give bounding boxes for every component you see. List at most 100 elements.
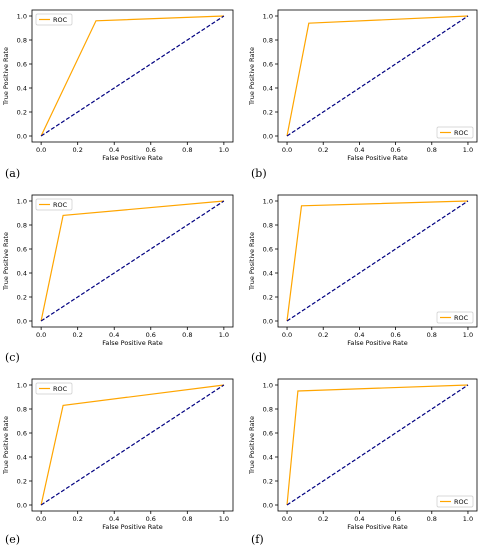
y-tick-label-e-2: 0.4 bbox=[17, 453, 27, 461]
x-tick-label-d-5: 1.0 bbox=[463, 331, 473, 339]
x-tick-label-c-4: 0.8 bbox=[182, 331, 192, 339]
legend-box-a bbox=[35, 13, 73, 26]
x-tick-label-c-2: 0.4 bbox=[109, 331, 119, 339]
y-axis-label-f: True Positive Rate bbox=[248, 416, 256, 475]
roc-chart-e: 0.0 0.2 0.4 0.6 0.8 1.0 0.0 0.2 0.4 0.6 0.8 1.0 Fals… bbox=[2, 378, 234, 531]
y-tick-label-d-4: 0.8 bbox=[263, 221, 273, 229]
y-tick-label-b-0: 0.0 bbox=[263, 132, 273, 140]
y-tick-label-a-2: 0.4 bbox=[17, 84, 27, 92]
x-tick-label-b-3: 0.6 bbox=[390, 146, 400, 154]
x-tick-label-c-1: 0.2 bbox=[73, 331, 83, 339]
x-tick-label-f-2: 0.4 bbox=[354, 515, 364, 523]
roc-curve-d bbox=[286, 200, 469, 322]
chance-diagonal-b bbox=[286, 15, 469, 137]
y-tick-label-e-0: 0.0 bbox=[17, 501, 27, 509]
y-tick-label-e-4: 0.8 bbox=[17, 405, 27, 413]
roc-curve-a bbox=[40, 15, 224, 137]
y-tick-label-c-1: 0.2 bbox=[17, 293, 27, 301]
x-tick-label-e-1: 0.2 bbox=[73, 515, 83, 523]
x-tick-label-c-5: 1.0 bbox=[219, 331, 229, 339]
y-tick-label-e-1: 0.2 bbox=[17, 477, 27, 485]
x-tick-label-a-4: 0.8 bbox=[182, 146, 192, 154]
roc-chart-d: 0.0 0.2 0.4 0.6 0.8 1.0 0.0 0.2 0.4 0.6 0.8 1.0 Fals… bbox=[248, 194, 478, 347]
y-tick-label-b-1: 0.2 bbox=[263, 108, 273, 116]
chance-diagonal-e bbox=[40, 384, 225, 506]
y-tick-label-c-4: 0.8 bbox=[17, 221, 27, 229]
y-tick-label-c-0: 0.0 bbox=[17, 317, 27, 325]
caption-e: (e) bbox=[5, 533, 21, 546]
x-tick-label-e-2: 0.4 bbox=[109, 515, 119, 523]
x-tick-label-e-4: 0.8 bbox=[182, 515, 192, 523]
y-axis-label-c: True Positive Rate bbox=[2, 232, 10, 291]
x-tick-label-e-0: 0.0 bbox=[36, 515, 46, 523]
legend-label-f: ROC bbox=[454, 498, 469, 506]
chance-diagonal-a bbox=[40, 15, 225, 137]
roc-chart-a: 0.0 0.2 0.4 0.6 0.8 1.0 0.0 0.2 0.4 0.6 0.8 1.0 Fals… bbox=[2, 9, 234, 162]
y-tick-label-b-4: 0.8 bbox=[263, 36, 273, 44]
y-tick-label-a-3: 0.6 bbox=[17, 60, 27, 68]
roc-chart-f: 0.0 0.2 0.4 0.6 0.8 1.0 0.0 0.2 0.4 0.6 0.8 1.0 Fals… bbox=[248, 378, 478, 531]
legend-box-d bbox=[436, 311, 474, 324]
legend-box-e bbox=[35, 382, 73, 395]
y-tick-label-b-2: 0.4 bbox=[263, 84, 273, 92]
x-tick-label-a-2: 0.4 bbox=[109, 146, 119, 154]
y-tick-label-c-3: 0.6 bbox=[17, 245, 27, 253]
roc-chart-c: 0.0 0.2 0.4 0.6 0.8 1.0 0.0 0.2 0.4 0.6 0.8 1.0 Fals… bbox=[2, 194, 234, 347]
x-axis-label-b: False Positive Rate bbox=[347, 154, 407, 162]
y-tick-label-f-4: 0.8 bbox=[263, 405, 273, 413]
x-tick-label-a-1: 0.2 bbox=[73, 146, 83, 154]
y-tick-label-f-2: 0.4 bbox=[263, 453, 273, 461]
x-tick-label-f-1: 0.2 bbox=[318, 515, 328, 523]
legend-box-f bbox=[436, 495, 474, 508]
y-tick-label-b-5: 1.0 bbox=[263, 12, 273, 20]
plot-frame-e bbox=[31, 378, 234, 512]
plot-frame-c bbox=[31, 194, 234, 328]
x-tick-label-b-1: 0.2 bbox=[318, 146, 328, 154]
legend-label-b: ROC bbox=[454, 129, 469, 137]
x-tick-label-f-5: 1.0 bbox=[463, 515, 473, 523]
plot-frame-d bbox=[277, 194, 478, 328]
x-tick-label-a-5: 1.0 bbox=[219, 146, 229, 154]
y-tick-label-e-5: 1.0 bbox=[17, 381, 27, 389]
y-tick-label-b-3: 0.6 bbox=[263, 60, 273, 68]
y-tick-label-f-3: 0.6 bbox=[263, 429, 273, 437]
chance-diagonal-f bbox=[286, 384, 469, 506]
plot-frame-f bbox=[277, 378, 478, 512]
y-tick-label-d-5: 1.0 bbox=[263, 197, 273, 205]
y-tick-label-d-1: 0.2 bbox=[263, 293, 273, 301]
plot-frame-b bbox=[277, 9, 478, 143]
x-tick-label-d-1: 0.2 bbox=[318, 331, 328, 339]
y-axis-label-d: True Positive Rate bbox=[248, 232, 256, 291]
legend-box-b bbox=[436, 126, 474, 139]
x-tick-label-d-3: 0.6 bbox=[390, 331, 400, 339]
x-tick-label-c-3: 0.6 bbox=[146, 331, 156, 339]
x-axis-label-d: False Positive Rate bbox=[347, 339, 407, 347]
x-tick-label-f-3: 0.6 bbox=[390, 515, 400, 523]
x-tick-label-c-0: 0.0 bbox=[36, 331, 46, 339]
x-tick-label-b-0: 0.0 bbox=[282, 146, 292, 154]
plot-frame-a bbox=[31, 9, 234, 143]
legend-label-a: ROC bbox=[53, 16, 68, 24]
y-axis-label-a: True Positive Rate bbox=[2, 47, 10, 106]
y-tick-label-c-2: 0.4 bbox=[17, 269, 27, 277]
y-tick-label-f-0: 0.0 bbox=[263, 501, 273, 509]
y-tick-label-f-1: 0.2 bbox=[263, 477, 273, 485]
x-tick-label-f-4: 0.8 bbox=[427, 515, 437, 523]
caption-b: (b) bbox=[251, 167, 267, 180]
chance-diagonal-c bbox=[40, 200, 225, 322]
y-tick-label-a-0: 0.0 bbox=[17, 132, 27, 140]
caption-c: (c) bbox=[5, 351, 20, 364]
legend-box-c bbox=[35, 198, 73, 211]
x-tick-label-f-0: 0.0 bbox=[282, 515, 292, 523]
caption-f: (f) bbox=[251, 533, 264, 546]
y-tick-label-d-3: 0.6 bbox=[263, 245, 273, 253]
x-tick-label-e-3: 0.6 bbox=[146, 515, 156, 523]
chance-diagonal-d bbox=[286, 200, 469, 322]
y-tick-label-a-1: 0.2 bbox=[17, 108, 27, 116]
roc-curve-f bbox=[286, 384, 469, 506]
y-tick-label-a-5: 1.0 bbox=[17, 12, 27, 20]
x-tick-label-d-4: 0.8 bbox=[427, 331, 437, 339]
x-tick-label-b-4: 0.8 bbox=[427, 146, 437, 154]
x-axis-label-e: False Positive Rate bbox=[102, 523, 162, 531]
